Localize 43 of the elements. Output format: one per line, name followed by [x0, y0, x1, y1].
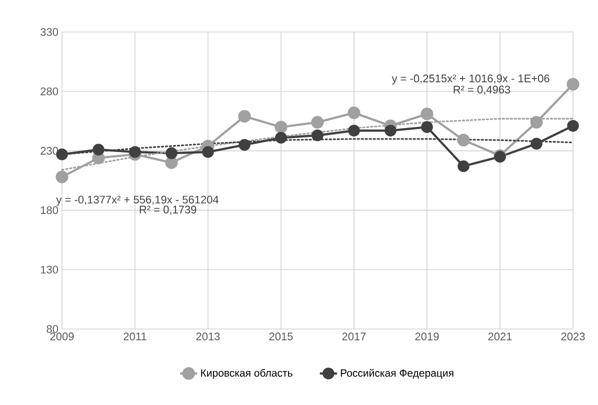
point [348, 124, 360, 137]
x-tick-label: 2021 [488, 332, 512, 340]
point [166, 147, 178, 160]
point [274, 120, 288, 134]
y-tick-label: 130 [40, 266, 58, 274]
annotation: R² = 0,1739 [140, 206, 196, 215]
point [56, 170, 68, 184]
point [311, 116, 324, 129]
point [129, 146, 141, 158]
x-tick-label: 2015 [269, 332, 293, 340]
x-tick-label: 2023 [561, 332, 585, 340]
point [202, 146, 214, 158]
point [238, 110, 251, 123]
point [56, 148, 68, 160]
point [566, 78, 580, 91]
point [530, 138, 542, 150]
point [348, 106, 360, 120]
legend-label: Российская Федерация [340, 368, 454, 379]
x-tick-label: 2009 [50, 332, 74, 340]
point [165, 156, 178, 169]
y-tick-label: 330 [40, 28, 58, 36]
point [457, 134, 470, 146]
point [530, 116, 543, 129]
x-tick-label: 2019 [415, 332, 439, 340]
point [567, 120, 579, 132]
legend-label: Кировская область [201, 368, 292, 379]
y-tick-label: 280 [40, 88, 58, 96]
point [420, 108, 434, 120]
point [312, 129, 324, 142]
y-tick-label: 80 [46, 325, 58, 333]
point [384, 124, 396, 137]
annotation: R² = 0,4963 [454, 86, 510, 95]
point [275, 132, 287, 144]
point [421, 121, 433, 133]
annotation: y = -0,2515x² + 1016,9x - 1E+06 [392, 74, 550, 84]
x-tick-label: 2017 [342, 332, 366, 340]
x-tick-label: 2011 [124, 332, 146, 340]
annotation: y = -0,1377x² + 556,19x - 561204 [56, 196, 219, 206]
point [238, 138, 250, 151]
point [92, 144, 104, 156]
point [458, 160, 470, 172]
y-tick-label: 180 [40, 206, 58, 214]
x-tick-label: 2013 [196, 332, 220, 340]
